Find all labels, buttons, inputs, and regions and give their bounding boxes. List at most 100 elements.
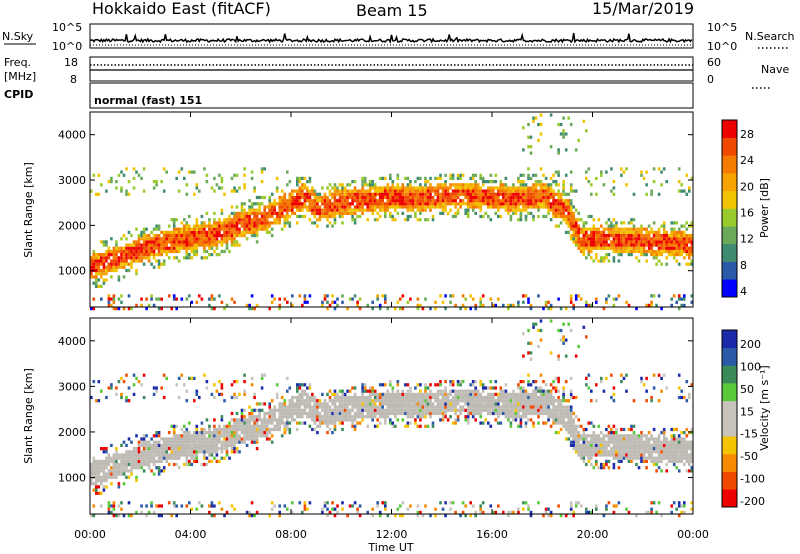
- power-cell: [168, 237, 171, 240]
- velocity-cell: [178, 466, 181, 469]
- velocity-cell: [472, 412, 475, 415]
- velocity-cell: [170, 437, 173, 440]
- power-cell: [560, 132, 563, 135]
- power-cell: [206, 231, 209, 234]
- power-cell: [186, 228, 189, 231]
- power-cell: [306, 193, 309, 196]
- power-cell: [359, 199, 362, 202]
- velocity-cell: [414, 402, 417, 405]
- velocity-cell: [530, 399, 533, 402]
- power-cell: [233, 234, 236, 237]
- velocity-cell: [133, 453, 136, 456]
- power-cell: [525, 218, 528, 221]
- velocity-cell: [387, 402, 390, 405]
- power-cell: [570, 209, 573, 212]
- power-cell: [98, 253, 101, 256]
- velocity-cell: [339, 409, 342, 412]
- power-cell: [223, 221, 226, 224]
- velocity-cell: [376, 418, 379, 421]
- power-cell: [588, 250, 591, 253]
- velocity-cell: [560, 422, 563, 425]
- velocity-cell: [459, 390, 462, 393]
- velocity-cell: [562, 409, 565, 412]
- power-cell: [482, 180, 485, 183]
- power-cell: [686, 174, 689, 177]
- power-cell: [155, 180, 158, 183]
- velocity-cell: [273, 406, 276, 409]
- velocity-cell: [173, 428, 176, 431]
- power-cell: [369, 202, 372, 205]
- power-cell: [246, 221, 249, 224]
- power-cell: [673, 234, 676, 237]
- power-ytick-label: 4000: [58, 129, 86, 142]
- power-cell: [505, 209, 508, 212]
- velocity-cell: [143, 453, 146, 456]
- velocity-cell: [570, 377, 573, 380]
- velocity-cell: [389, 409, 392, 412]
- velocity-cell: [233, 425, 236, 428]
- power-cell: [181, 247, 184, 250]
- velocity-cell: [452, 383, 455, 386]
- power-cell: [201, 215, 204, 218]
- velocity-cell: [512, 390, 515, 393]
- power-cell: [469, 294, 472, 297]
- velocity-cell: [246, 437, 249, 440]
- power-cell: [296, 190, 299, 193]
- power-cell: [648, 234, 651, 237]
- power-cell: [344, 212, 347, 215]
- velocity-cell: [203, 431, 206, 434]
- power-cell: [213, 221, 216, 224]
- velocity-cell: [95, 399, 98, 402]
- power-cell: [198, 228, 201, 231]
- velocity-cell: [550, 399, 553, 402]
- velocity-cell: [482, 409, 485, 412]
- velocity-cell: [409, 386, 412, 389]
- power-cell: [590, 231, 593, 234]
- velocity-cell: [469, 383, 472, 386]
- power-cell: [268, 212, 271, 215]
- power-cell: [482, 190, 485, 193]
- power-cell: [452, 183, 455, 186]
- velocity-cell: [183, 447, 186, 450]
- power-cell: [500, 202, 503, 205]
- power-cell: [103, 263, 106, 266]
- power-cell: [143, 167, 146, 170]
- power-cell: [271, 202, 274, 205]
- power-cell: [404, 177, 407, 180]
- power-cell: [201, 225, 204, 228]
- power-cell: [243, 183, 246, 186]
- velocity-cell: [153, 473, 156, 476]
- velocity-cell: [535, 406, 538, 409]
- power-cell: [467, 212, 470, 215]
- power-cell: [517, 199, 520, 202]
- power-cell: [555, 183, 558, 186]
- velocity-cell: [417, 406, 420, 409]
- velocity-cell: [258, 428, 261, 431]
- power-cell: [530, 145, 533, 148]
- power-cell: [387, 205, 390, 208]
- velocity-cell: [186, 450, 189, 453]
- velocity-cell: [188, 447, 191, 450]
- velocity-cell: [236, 428, 239, 431]
- power-cell: [678, 298, 681, 301]
- power-cell: [118, 174, 121, 177]
- power-cell: [540, 205, 543, 208]
- power-cell: [515, 196, 518, 199]
- power-cell: [663, 167, 666, 170]
- velocity-cell: [361, 412, 364, 415]
- power-cell: [228, 234, 231, 237]
- power-cell: [683, 298, 686, 301]
- power-cell: [404, 196, 407, 199]
- velocity-cell: [276, 425, 279, 428]
- power-cell: [648, 244, 651, 247]
- power-cell: [658, 294, 661, 297]
- velocity-cell: [583, 457, 586, 460]
- power-cell: [354, 209, 357, 212]
- velocity-cell: [236, 425, 239, 428]
- velocity-cell: [379, 399, 382, 402]
- power-cell: [354, 180, 357, 183]
- power-ytick-label: 2000: [58, 219, 86, 232]
- power-cell: [258, 209, 261, 212]
- velocity-cell: [243, 422, 246, 425]
- velocity-cell: [527, 508, 530, 511]
